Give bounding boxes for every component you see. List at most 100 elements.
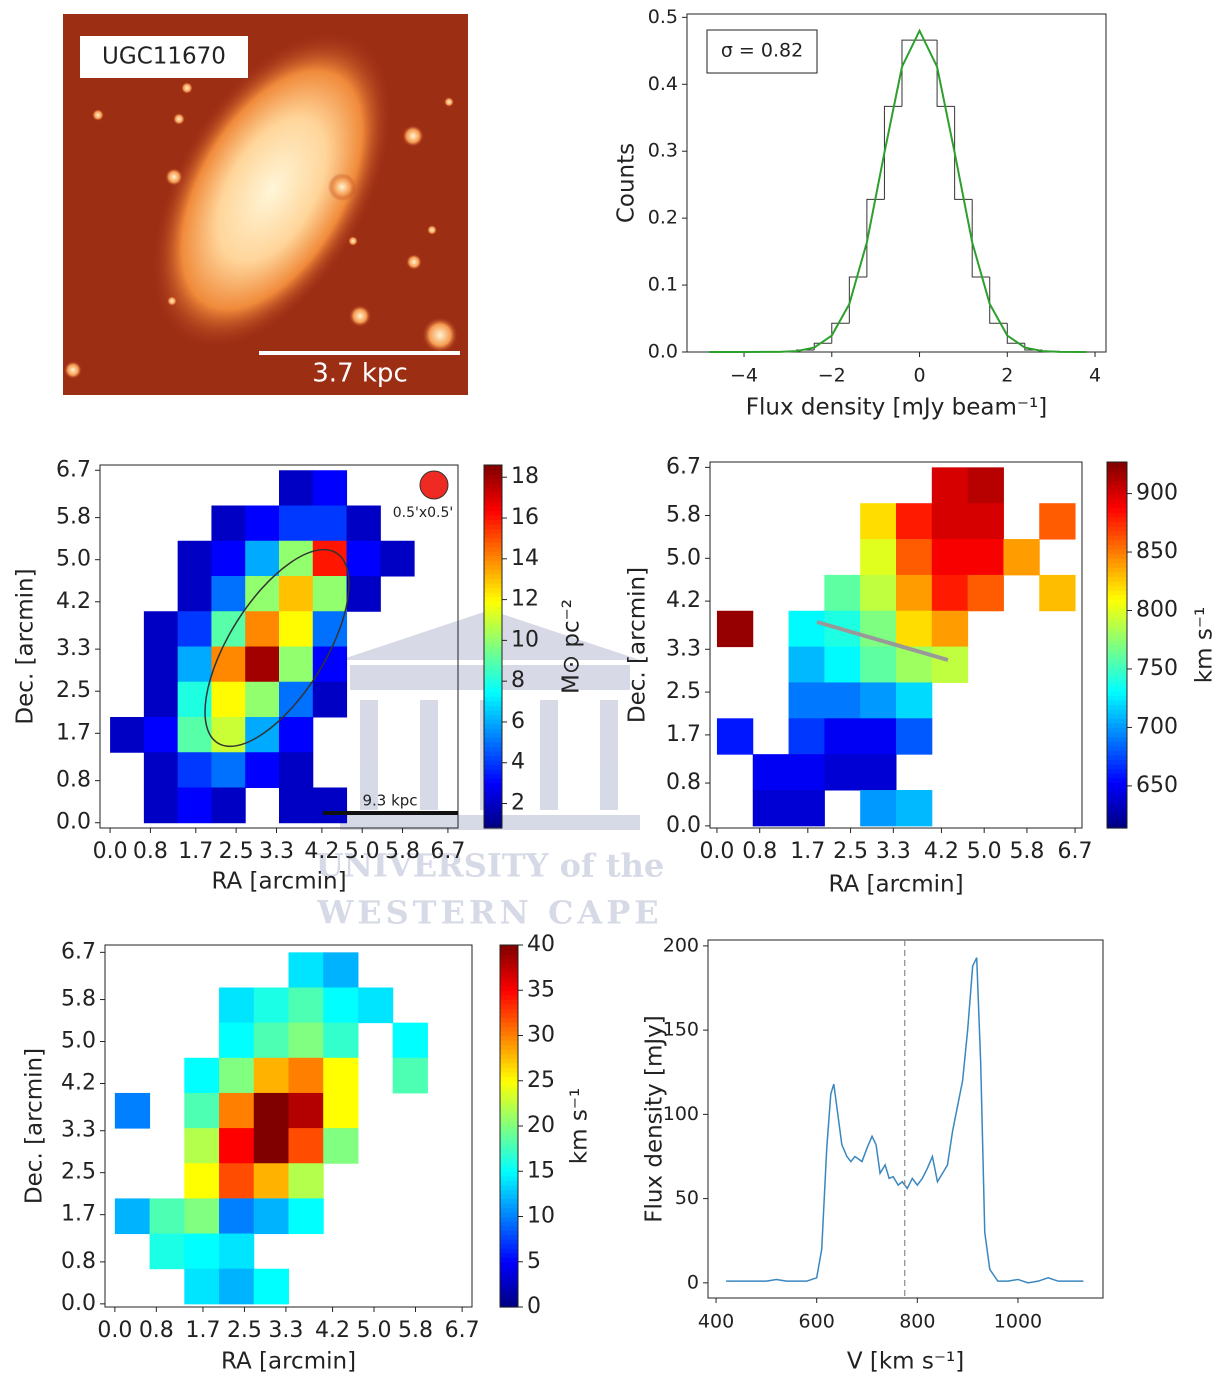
colorbar-slice bbox=[1107, 640, 1127, 646]
star bbox=[349, 305, 371, 327]
heatmap-cell bbox=[288, 1057, 324, 1094]
heatmap-cell bbox=[279, 576, 314, 612]
colorbar-slice bbox=[500, 1071, 518, 1077]
heatmap-cell bbox=[392, 1057, 428, 1094]
colorbar-slice bbox=[500, 1107, 518, 1114]
x-tick-label: 5.0 bbox=[357, 1318, 392, 1343]
colorbar-tick-label: 800 bbox=[1136, 598, 1178, 623]
x-tick-label: 4.2 bbox=[315, 1318, 350, 1343]
colorbar-tick-label: 25 bbox=[527, 1068, 555, 1093]
colorbar-slice bbox=[1107, 759, 1127, 765]
heatmap-cell bbox=[219, 1057, 255, 1094]
colorbar-tick-label: 12 bbox=[511, 587, 539, 612]
colorbar-slice bbox=[484, 660, 502, 666]
colorbar-slice bbox=[1107, 521, 1127, 527]
heatmap-cell bbox=[149, 1198, 185, 1235]
colorbar-slice bbox=[1107, 736, 1127, 742]
colorbar-slice bbox=[500, 1021, 518, 1028]
colorbar-slice bbox=[484, 573, 502, 580]
colorbar-slice bbox=[1107, 626, 1127, 632]
colorbar-slice bbox=[1107, 672, 1127, 678]
colorbar-slice bbox=[1107, 791, 1127, 797]
y-tick-label: 3.3 bbox=[61, 1118, 96, 1143]
y-tick-label: 0.0 bbox=[56, 810, 91, 835]
heatmap-cell bbox=[279, 787, 314, 824]
colorbar-slice bbox=[1107, 539, 1127, 545]
colorbar-slice bbox=[484, 478, 502, 484]
colorbar-slice bbox=[484, 823, 502, 829]
heatmap-cell bbox=[177, 787, 212, 824]
y-tick-label: 6.7 bbox=[61, 939, 96, 964]
y-axis-label: Dec. [arcmin] bbox=[13, 568, 39, 724]
x-tick-label: 0.0 bbox=[97, 1318, 132, 1343]
star bbox=[64, 361, 82, 379]
colorbar-slice bbox=[484, 728, 502, 734]
colorbar-slice bbox=[484, 714, 502, 720]
colorbar-slice bbox=[1107, 484, 1127, 491]
colorbar-slice bbox=[484, 651, 502, 657]
colorbar-slice bbox=[1107, 754, 1127, 760]
x-tick-label: 400 bbox=[698, 1311, 734, 1333]
y-tick-label: 50 bbox=[675, 1187, 699, 1209]
colorbar-slice bbox=[484, 614, 502, 620]
colorbar-slice bbox=[500, 1288, 518, 1295]
beam-label: 0.5'x0.5' bbox=[393, 505, 454, 521]
colorbar-slice bbox=[484, 741, 502, 747]
colorbar-slice bbox=[500, 1103, 518, 1109]
heatmap-cell bbox=[177, 716, 212, 753]
heatmap-cell bbox=[860, 718, 897, 755]
colorbar-slice bbox=[1107, 645, 1127, 651]
colorbar-slice bbox=[1107, 603, 1127, 609]
colorbar-slice bbox=[500, 1098, 518, 1104]
colorbar-slice bbox=[1107, 741, 1127, 747]
colorbar-slice bbox=[484, 496, 502, 502]
colorbar-tick-label: 18 bbox=[511, 464, 539, 489]
heatmap-cell bbox=[312, 470, 348, 507]
colorbar-slice bbox=[500, 1243, 518, 1249]
colorbar-slice bbox=[1107, 580, 1127, 587]
y-tick-label: 1.7 bbox=[61, 1202, 96, 1227]
colorbar-slice bbox=[1107, 576, 1127, 582]
colorbar-slice bbox=[500, 1062, 518, 1068]
colorbar-tick-label: 6 bbox=[511, 709, 525, 734]
colorbar-slice bbox=[484, 796, 502, 802]
plot-frame bbox=[686, 13, 1107, 353]
heatmap-cell bbox=[177, 576, 212, 612]
colorbar-slice bbox=[484, 505, 502, 511]
colorbar-slice bbox=[1107, 727, 1127, 733]
star bbox=[402, 125, 424, 147]
heatmap-cell bbox=[149, 1233, 185, 1270]
y-tick-label: 6.7 bbox=[56, 457, 91, 482]
heatmap-cell bbox=[288, 952, 324, 988]
colorbar-slice bbox=[484, 759, 502, 766]
x-tick-label: 1000 bbox=[994, 1311, 1042, 1333]
colorbar-slice bbox=[484, 578, 502, 584]
colorbar-slice bbox=[1107, 704, 1127, 710]
colorbar-slice bbox=[500, 1157, 518, 1163]
histogram-bin bbox=[866, 198, 885, 278]
colorbar-slice bbox=[484, 705, 502, 711]
heatmap-cell bbox=[788, 718, 825, 755]
y-tick-label: 4.2 bbox=[61, 1071, 96, 1096]
heatmap-cell bbox=[860, 503, 897, 540]
colorbar-slice bbox=[484, 809, 502, 815]
annotation-box bbox=[706, 29, 818, 74]
colorbar-slice bbox=[484, 655, 502, 661]
x-tick-label: 5.0 bbox=[967, 839, 1002, 864]
heatmap-cell bbox=[788, 610, 825, 648]
colorbar-slice bbox=[500, 967, 518, 973]
colorbar-slice bbox=[1107, 654, 1127, 660]
colorbar-slice bbox=[1107, 562, 1127, 568]
y-tick-label: 6.7 bbox=[666, 454, 701, 479]
colorbar-slice bbox=[500, 1017, 518, 1023]
colorbar-slice bbox=[484, 778, 502, 784]
colorbar-slice bbox=[484, 710, 502, 716]
star bbox=[328, 173, 356, 201]
heatmap-cell bbox=[219, 1163, 255, 1199]
colorbar-slice bbox=[1107, 795, 1127, 802]
heatmap-cell bbox=[323, 952, 359, 988]
heatmap-cell bbox=[716, 718, 754, 755]
heatmap-cell bbox=[253, 1022, 289, 1059]
colorbar-slice bbox=[500, 1266, 518, 1272]
heatmap-cell bbox=[967, 539, 1004, 576]
